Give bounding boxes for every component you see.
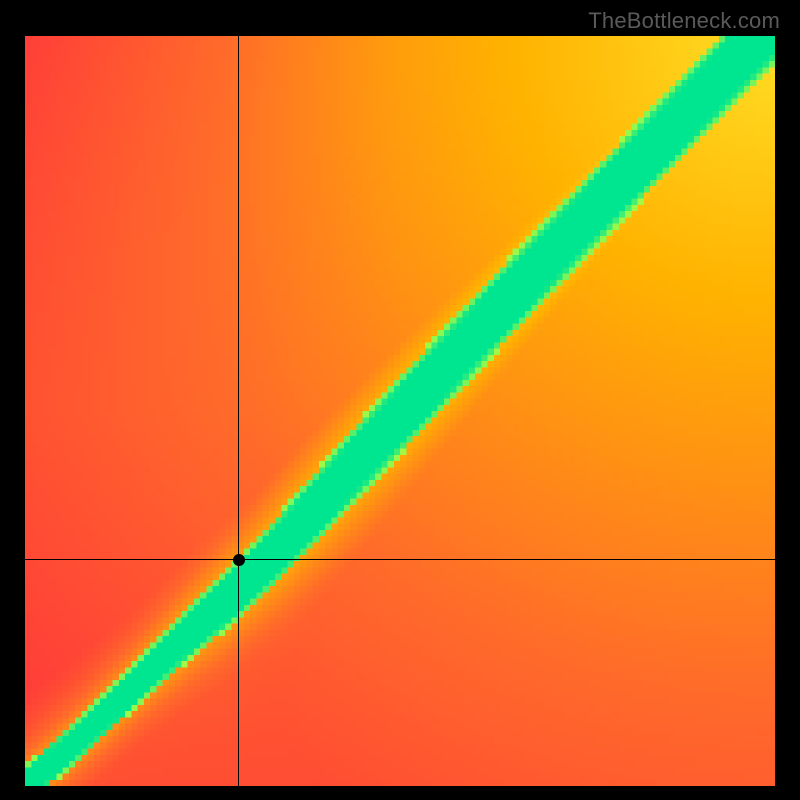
heatmap-plot bbox=[25, 36, 775, 786]
plot-marker bbox=[233, 554, 245, 566]
crosshair-vertical bbox=[238, 36, 239, 786]
watermark-text: TheBottleneck.com bbox=[588, 8, 780, 34]
chart-container: TheBottleneck.com bbox=[0, 0, 800, 800]
crosshair-horizontal bbox=[25, 559, 775, 560]
heatmap-canvas bbox=[25, 36, 775, 786]
